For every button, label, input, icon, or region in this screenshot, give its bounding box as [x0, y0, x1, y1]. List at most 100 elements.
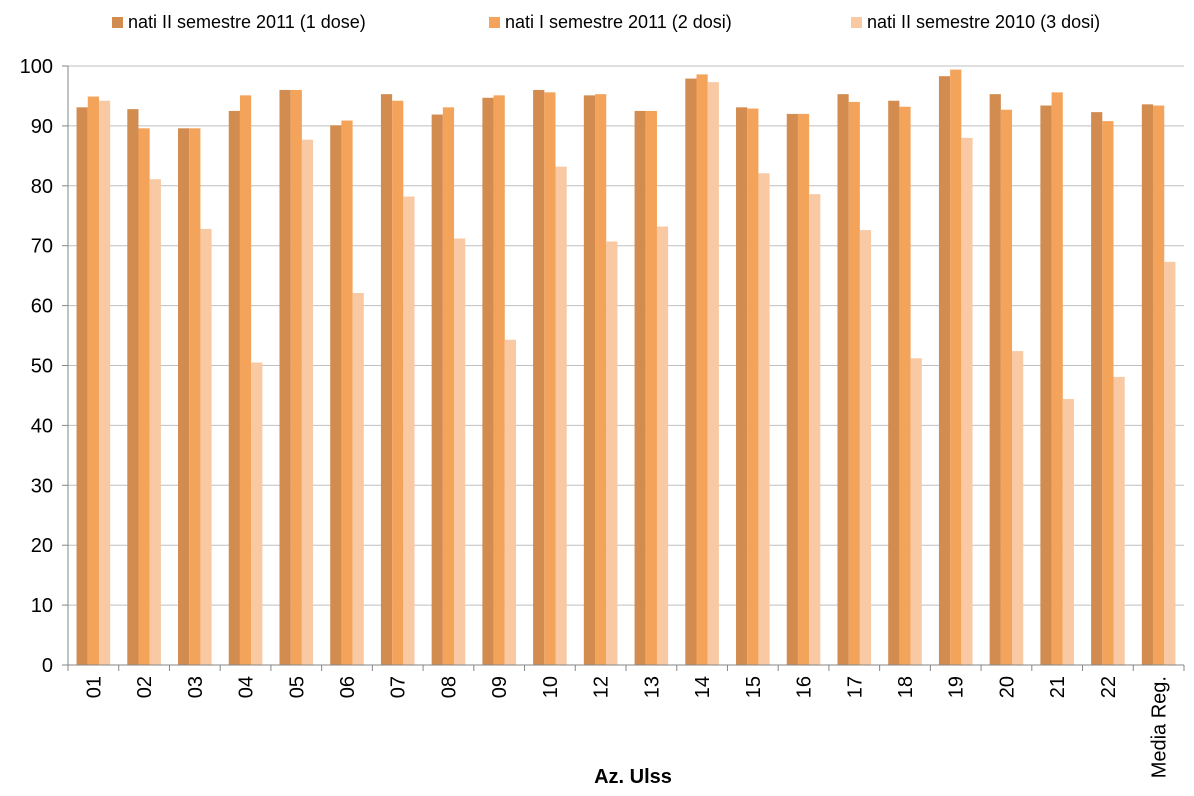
- bar-series3-16: [809, 194, 821, 665]
- legend: nati II semestre 2011 (1 dose) nati I se…: [0, 12, 1194, 40]
- legend-swatch-series-3: [851, 17, 862, 28]
- x-tick-label-03: 03: [185, 676, 207, 698]
- x-tick-label-21: 21: [1047, 676, 1069, 698]
- bar-series2-19: [950, 69, 962, 666]
- bar-series2-12: [595, 94, 607, 665]
- bar-series1-12: [583, 95, 596, 666]
- y-tick-label-60: 60: [31, 296, 53, 318]
- bar-series2-21: [1051, 92, 1063, 666]
- bar-series2-06: [341, 120, 353, 665]
- legend-item-series-3: nati II semestre 2010 (3 dosi): [851, 12, 1100, 33]
- x-tick-label-07: 07: [388, 676, 410, 698]
- bar-series3-Media-Reg: [1164, 261, 1176, 665]
- legend-label-series-2: nati I semestre 2011 (2 dosi): [505, 12, 732, 32]
- bar-series1-05: [279, 89, 291, 665]
- y-tick-label-40: 40: [31, 415, 53, 437]
- bar-series3-13: [656, 226, 669, 665]
- bar-series1-14: [685, 78, 697, 665]
- bar-series1-Media-Reg: [1141, 104, 1154, 666]
- x-tick-label-12: 12: [591, 676, 613, 698]
- bar-series1-17: [837, 94, 849, 665]
- bar-series3-06: [352, 293, 364, 665]
- bar-series3-14: [707, 82, 719, 666]
- x-tick-label-19: 19: [946, 676, 968, 698]
- bar-series3-08: [454, 238, 466, 665]
- bar-series1-06: [330, 125, 342, 666]
- x-tick-label-17: 17: [844, 676, 866, 698]
- legend-swatch-series-2: [489, 17, 500, 28]
- bar-series2-22: [1102, 121, 1114, 666]
- bar-series1-20: [989, 94, 1001, 665]
- bar-series2-02: [138, 128, 150, 666]
- axes: 0 10 20 30 40 50 60 70 80 90 100 01 02 03 04 05 06 07 08 09…: [20, 56, 1185, 778]
- bar-series3-17: [859, 230, 872, 665]
- x-tick-label-08: 08: [438, 676, 460, 698]
- bar-series3-10: [555, 166, 567, 665]
- y-tick-label-0: 0: [42, 655, 53, 677]
- bar-series1-03: [178, 128, 190, 666]
- bar-series2-Media-Reg: [1153, 105, 1165, 665]
- x-tick-label-13: 13: [641, 676, 663, 698]
- bar-series3-05: [301, 139, 314, 665]
- x-tick-label-15: 15: [743, 676, 765, 698]
- bar-series2-09: [493, 95, 505, 666]
- bar-series1-08: [431, 114, 443, 665]
- bar-series1-15: [736, 107, 748, 665]
- bar-series1-18: [888, 100, 900, 666]
- x-tick-label-09: 09: [489, 676, 511, 698]
- bar-series1-16: [786, 113, 798, 666]
- bar-series2-08: [442, 107, 455, 665]
- x-axis-title: Az. Ulss: [594, 766, 672, 788]
- bar-series2-20: [1000, 109, 1013, 666]
- bar-series3-19: [961, 137, 973, 665]
- legend-label-series-3: nati II semestre 2010 (3 dosi): [867, 12, 1101, 32]
- x-tick-label-16: 16: [794, 676, 816, 698]
- legend-item-series-2: nati I semestre 2011 (2 dosi): [489, 12, 732, 33]
- x-tick-label-10: 10: [540, 676, 562, 698]
- bar-series3-03: [200, 228, 212, 665]
- bar-series3-15: [758, 173, 770, 665]
- bar-series2-03: [189, 128, 201, 666]
- bar-series2-15: [747, 108, 759, 665]
- bar-series2-05: [290, 89, 302, 665]
- legend-swatch-series-1: [112, 17, 123, 28]
- bar-series1-02: [127, 109, 139, 665]
- bars: [76, 69, 1176, 666]
- x-tick-label-14: 14: [692, 676, 714, 698]
- y-tick-label-10: 10: [31, 595, 53, 617]
- bar-series2-10: [544, 92, 556, 666]
- legend-label-series-1: nati II semestre 2011 (1 dose): [128, 12, 366, 32]
- bar-series1-10: [533, 89, 545, 665]
- x-tick-label-06: 06: [337, 676, 359, 698]
- bar-series3-22: [1113, 376, 1125, 665]
- y-tick-label-100: 100: [20, 56, 53, 78]
- x-tick-label-18: 18: [895, 676, 917, 698]
- bar-series3-09: [504, 339, 516, 665]
- bar-series2-17: [848, 101, 860, 665]
- bar-series3-18: [910, 358, 922, 665]
- bar-series1-13: [634, 110, 646, 666]
- bar-series3-20: [1012, 351, 1024, 665]
- bar-series2-18: [899, 106, 911, 666]
- bar-series2-16: [797, 113, 810, 666]
- bar-series2-04: [239, 95, 252, 666]
- y-tick-label-20: 20: [31, 535, 53, 557]
- x-tick-label-05: 05: [286, 676, 308, 698]
- bar-series3-07: [403, 196, 415, 665]
- y-tick-label-90: 90: [31, 116, 53, 138]
- bar-series2-01: [87, 96, 99, 666]
- bar-series3-12: [606, 241, 618, 665]
- bar-series3-04: [251, 362, 263, 665]
- bar-series3-21: [1062, 399, 1074, 665]
- bar-series1-07: [380, 94, 393, 665]
- bar-series1-04: [228, 110, 240, 666]
- bar-series2-14: [696, 74, 708, 665]
- y-tick-label-50: 50: [31, 356, 53, 378]
- bar-series3-02: [149, 179, 161, 665]
- x-tick-label-02: 02: [134, 676, 156, 698]
- bar-series3-01: [98, 100, 111, 666]
- bar-series1-01: [76, 107, 88, 665]
- x-tick-label-Media-Reg: Media Reg.: [1149, 676, 1171, 778]
- bar-series1-21: [1040, 105, 1052, 665]
